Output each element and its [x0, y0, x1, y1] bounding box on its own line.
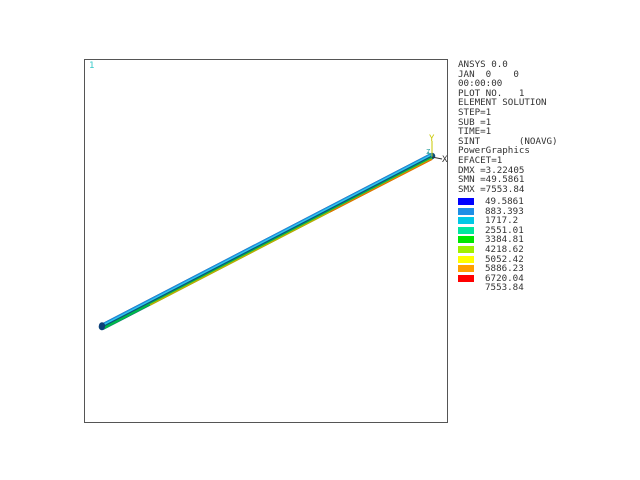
- contour-swatch: [458, 198, 474, 205]
- contour-level-label: 7553.84: [485, 282, 524, 294]
- contour-swatch: [458, 207, 474, 215]
- time-value: TIME=1: [458, 126, 492, 138]
- contour-swatch: [458, 274, 474, 282]
- smx-value: SMX =7553.84: [458, 183, 525, 195]
- beam-band-orange: [329, 158, 433, 213]
- contour-swatch: [458, 245, 474, 253]
- efacet-value: EFACET=1: [458, 154, 503, 166]
- plot-time: 00:00:00: [458, 78, 503, 90]
- beam-outline: [98, 152, 436, 331]
- contour-level-label: 49.5861: [485, 196, 524, 207]
- contour-level-label: 883.393: [485, 205, 524, 217]
- legend-info: ANSYS 0.0 JAN 0 0 00:00:00 PLOT NO. 1 EL…: [458, 60, 640, 194]
- triad-x-axis: [431, 156, 443, 160]
- contour-swatch: [458, 255, 474, 263]
- program-version: ANSYS 0.0: [458, 59, 508, 70]
- triad-y-label: Y: [429, 134, 435, 144]
- smn-value: SMN =49.5861: [458, 174, 525, 186]
- contour-swatch: [458, 217, 474, 225]
- triad-x-label: X: [442, 155, 448, 165]
- contour-level-label: 5052.42: [485, 253, 524, 265]
- result-item: SINT (NOAVG): [458, 135, 558, 147]
- window-number: 1: [89, 61, 95, 71]
- contour-level-label: 3384.81: [485, 234, 524, 246]
- coordinate-triad: Y Z X: [426, 134, 448, 165]
- beam-end-cap: [98, 322, 106, 330]
- contour-level-label: 5886.23: [485, 263, 524, 275]
- contour-level-label: 2551.01: [485, 224, 524, 236]
- triad-z-axis: [427, 151, 433, 158]
- substep-value: SUB =1: [458, 116, 492, 128]
- solution-type: ELEMENT SOLUTION: [458, 97, 547, 109]
- contour-level-label: 1717.2: [485, 215, 519, 227]
- contour-level-label: 4218.62: [485, 243, 524, 255]
- triad-z-label: Z: [426, 148, 430, 156]
- beam-band-cyan: [103, 154, 432, 325]
- contour-swatch: [458, 226, 474, 234]
- plot-date: JAN 0 0: [458, 68, 519, 80]
- contour-swatch: [458, 265, 474, 273]
- contour-level-label: 6720.04: [485, 272, 524, 284]
- graphics-mode: PowerGraphics: [458, 145, 530, 157]
- step-value: STEP=1: [458, 106, 492, 118]
- beam-model[interactable]: [98, 152, 436, 331]
- contour-swatch: [458, 236, 474, 244]
- plot-number: PLOT NO. 1: [458, 87, 525, 99]
- dmx-value: DMX =3.22405: [458, 164, 525, 176]
